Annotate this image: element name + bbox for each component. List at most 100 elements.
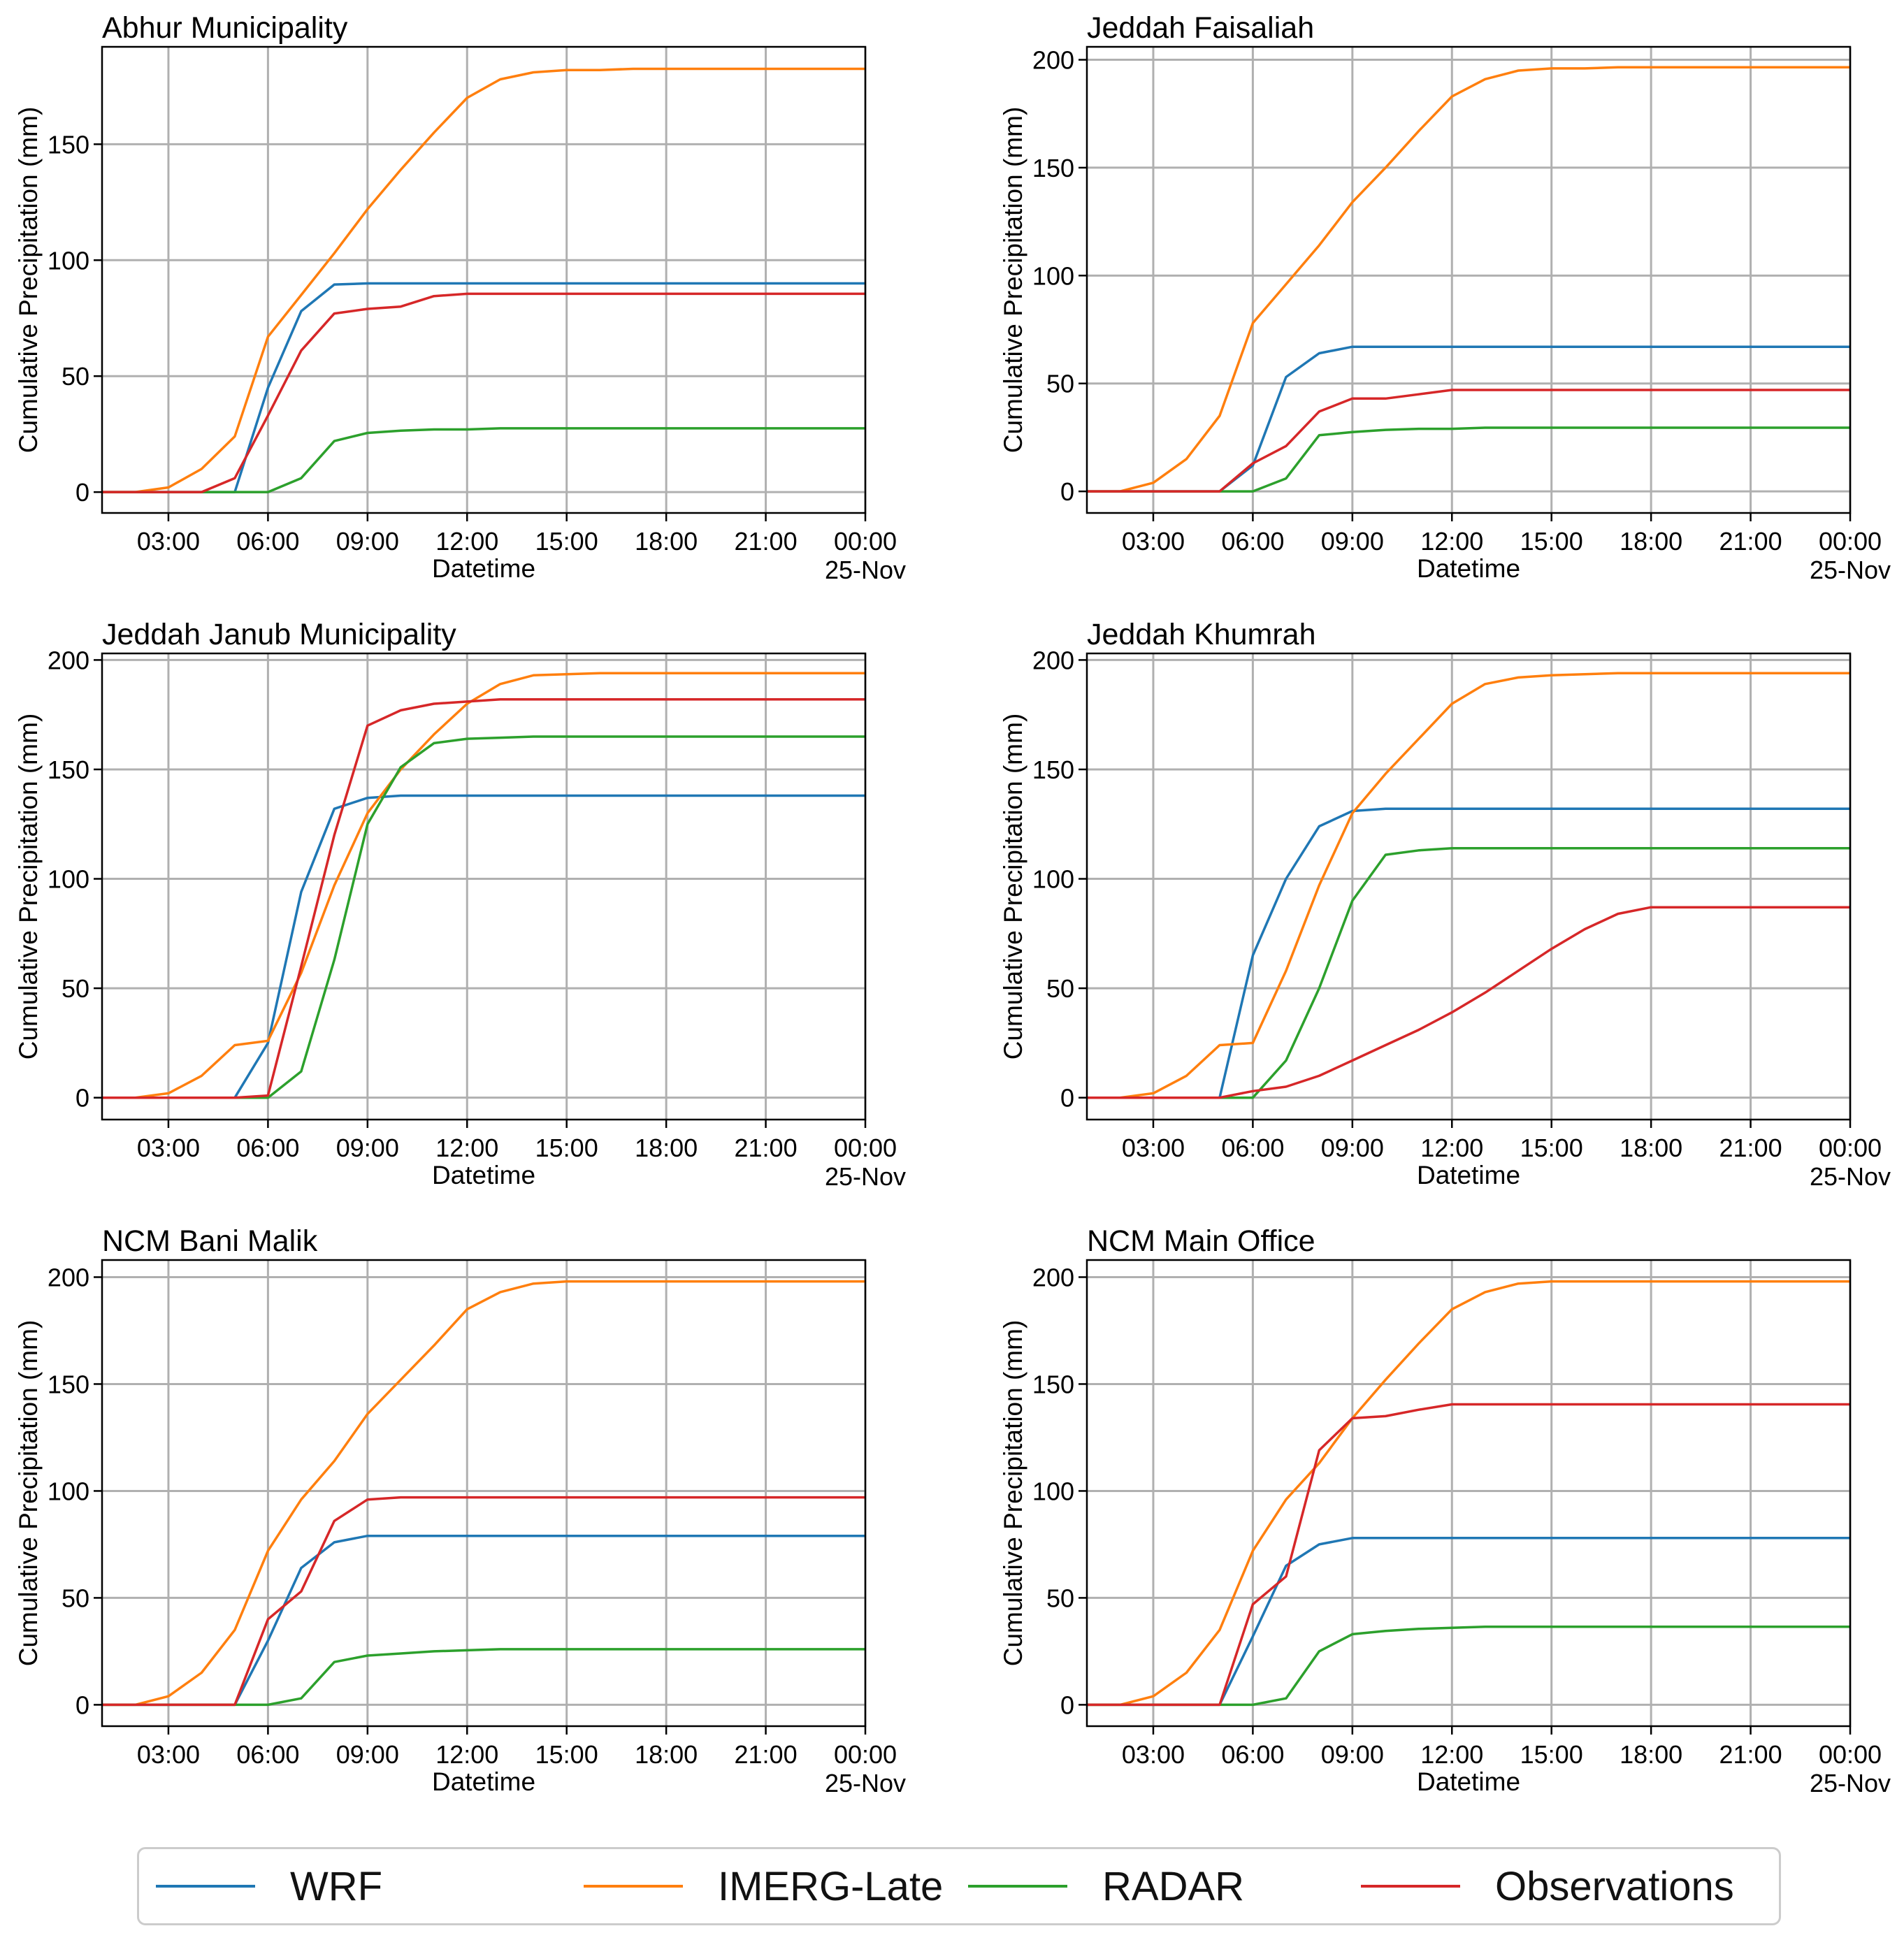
y-tick-label: 50 <box>62 974 89 1003</box>
x-tick-label: 15:00 <box>535 527 598 556</box>
x-tick-label: 15:00 <box>1520 1134 1583 1162</box>
y-axis-label: Cumulative Precipitation (mm) <box>14 107 43 454</box>
x-tick-label: 12:00 <box>1420 527 1483 556</box>
plot-frame <box>101 652 867 1121</box>
chart-ncm-bani-malik: 0 50 100 150 200 03:00 06:00 09:00 12:00 15:00 18:… <box>14 1224 906 1797</box>
x-tick-label: 15:00 <box>1520 527 1583 556</box>
x-tick-label: 03:00 <box>1122 527 1185 556</box>
series-line-observations <box>102 698 865 1099</box>
legend-label-imerg-late: IMERG-Late <box>718 1863 944 1909</box>
x-tick-label: 15:00 <box>535 1134 598 1162</box>
x-tick-sublabel: 25-Nov <box>825 1769 906 1797</box>
chart-title: Abhur Municipality <box>102 11 348 45</box>
legend-item-imerg-late: IMERG-Late <box>584 1849 943 1923</box>
chart-title: NCM Main Office <box>1087 1224 1315 1258</box>
legend-label-observations: Observations <box>1495 1863 1734 1909</box>
y-tick-label: 150 <box>1032 755 1074 784</box>
x-tick-label: 21:00 <box>735 1134 798 1162</box>
x-tick-label: 21:00 <box>1719 1740 1782 1769</box>
x-tick-label: 09:00 <box>1321 1740 1384 1769</box>
x-tick-label: 09:00 <box>1321 527 1384 556</box>
y-tick-label: 50 <box>1046 1584 1074 1612</box>
series-line-observations <box>1087 906 1850 1099</box>
x-axis-label: Datetime <box>1417 1161 1520 1189</box>
x-tick-label: 06:00 <box>236 1740 299 1769</box>
series-line-wrf <box>1087 345 1850 493</box>
y-tick-label: 100 <box>1032 1477 1074 1505</box>
x-tick-label: 18:00 <box>1620 527 1682 556</box>
x-axis-label: Datetime <box>432 1767 535 1796</box>
series-line-radar <box>1087 426 1850 493</box>
chart-title: Jeddah Khumrah <box>1087 618 1316 651</box>
x-tick-label: 06:00 <box>1221 1740 1284 1769</box>
x-tick-label: 03:00 <box>1122 1134 1185 1162</box>
x-tick-label: 09:00 <box>336 1740 399 1769</box>
chart-abhur-municipality: 0 50 100 150 03:00 06:00 09:00 12:00 15:00 18:00 2… <box>14 11 906 584</box>
x-tick-sublabel: 25-Nov <box>825 556 906 584</box>
legend-label-wrf: WRF <box>290 1863 383 1909</box>
y-axis-label: Cumulative Precipitation (mm) <box>14 1320 43 1667</box>
series-line-imerg-late <box>102 67 865 493</box>
y-tick-label: 0 <box>75 1084 89 1113</box>
y-tick-label: 50 <box>1046 370 1074 398</box>
y-tick-label: 0 <box>1060 1691 1074 1719</box>
x-tick-label: 18:00 <box>635 1134 698 1162</box>
series-line-radar <box>1087 846 1850 1099</box>
plot-frame <box>101 45 867 514</box>
y-tick-label: 200 <box>48 1263 89 1291</box>
x-tick-sublabel: 25-Nov <box>1810 1162 1891 1191</box>
series-line-imerg-late <box>1087 66 1850 493</box>
legend-swatch-imerg-late <box>584 1885 683 1888</box>
x-tick-label: 03:00 <box>137 1740 200 1769</box>
x-axis-label: Datetime <box>432 554 535 583</box>
x-tick-label: 03:00 <box>137 527 200 556</box>
x-tick-label: 00:00 <box>834 1740 897 1769</box>
x-axis-label: Datetime <box>432 1161 535 1189</box>
x-tick-sublabel: 25-Nov <box>825 1162 906 1191</box>
series-line-radar <box>102 427 865 493</box>
x-tick-label: 15:00 <box>535 1740 598 1769</box>
y-axis-label: Cumulative Precipitation (mm) <box>999 714 1027 1060</box>
y-tick-label: 200 <box>1032 646 1074 674</box>
chart-jeddah-janub-municipality: 0 50 100 150 200 03:00 06:00 09:00 12:00 15:00 18:… <box>14 618 906 1191</box>
y-tick-label: 150 <box>1032 1370 1074 1398</box>
plot-frame <box>1086 45 1852 514</box>
y-axis-label: Cumulative Precipitation (mm) <box>999 1320 1027 1667</box>
chart-title: NCM Bani Malik <box>102 1224 318 1258</box>
y-tick-label: 150 <box>1032 154 1074 182</box>
chart-jeddah-khumrah: 0 50 100 150 200 03:00 06:00 09:00 12:00 15:00 18:… <box>999 618 1891 1191</box>
x-tick-label: 00:00 <box>834 1134 897 1162</box>
x-tick-label: 15:00 <box>1520 1740 1583 1769</box>
chart-jeddah-faisaliah: 0 50 100 150 200 03:00 06:00 09:00 12:00 15:00 18:… <box>999 11 1891 584</box>
series-line-imerg-late <box>102 672 865 1099</box>
y-tick-label: 50 <box>1046 974 1074 1003</box>
series-line-wrf <box>1087 807 1850 1099</box>
plot-frame <box>1086 652 1852 1121</box>
y-tick-label: 150 <box>48 1370 89 1398</box>
legend-label-radar: RADAR <box>1102 1863 1245 1909</box>
x-tick-label: 09:00 <box>336 1134 399 1162</box>
series-line-imerg-late <box>102 1280 865 1707</box>
series-line-radar <box>102 1648 865 1707</box>
series-line-wrf <box>1087 1537 1850 1707</box>
legend-item-observations: Observations <box>1361 1849 1734 1923</box>
series-line-wrf <box>102 1534 865 1707</box>
series-line-radar <box>1087 1625 1850 1707</box>
y-axis-label: Cumulative Precipitation (mm) <box>999 107 1027 454</box>
y-tick-label: 100 <box>48 1477 89 1505</box>
y-tick-label: 200 <box>48 646 89 674</box>
y-tick-label: 0 <box>1060 1084 1074 1113</box>
legend-swatch-wrf <box>156 1885 255 1888</box>
y-tick-label: 0 <box>75 1691 89 1719</box>
series-line-radar <box>102 735 865 1099</box>
x-tick-label: 06:00 <box>236 1134 299 1162</box>
y-tick-label: 100 <box>1032 865 1074 894</box>
x-tick-label: 18:00 <box>635 527 698 556</box>
x-tick-label: 21:00 <box>1719 527 1782 556</box>
series-line-observations <box>1087 389 1850 493</box>
x-tick-label: 12:00 <box>435 527 498 556</box>
x-tick-label: 18:00 <box>1620 1134 1682 1162</box>
x-tick-label: 12:00 <box>435 1134 498 1162</box>
y-tick-label: 100 <box>1032 261 1074 290</box>
